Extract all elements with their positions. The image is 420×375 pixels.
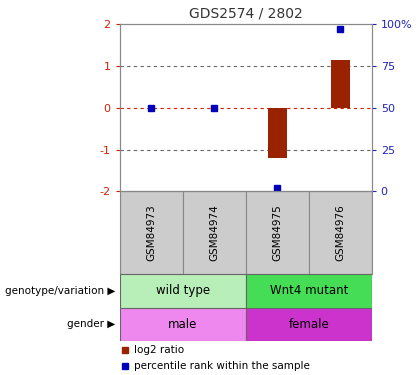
Bar [183, 191, 246, 274]
Text: genotype/variation ▶: genotype/variation ▶ [5, 286, 116, 296]
Bar [120, 308, 246, 341]
Text: GSM84974: GSM84974 [209, 204, 219, 261]
Bar [246, 191, 309, 274]
Text: log2 ratio: log2 ratio [134, 345, 184, 355]
Text: male: male [168, 318, 197, 331]
Bar [120, 274, 246, 308]
Bar [309, 191, 372, 274]
Text: GSM84975: GSM84975 [272, 204, 282, 261]
Text: gender ▶: gender ▶ [67, 320, 116, 329]
Text: GSM84973: GSM84973 [146, 204, 156, 261]
Text: GSM84976: GSM84976 [335, 204, 345, 261]
Text: Wnt4 mutant: Wnt4 mutant [270, 284, 348, 297]
Title: GDS2574 / 2802: GDS2574 / 2802 [189, 6, 302, 20]
Bar [246, 308, 372, 341]
Bar [246, 274, 372, 308]
Text: female: female [288, 318, 329, 331]
Bar [268, 108, 286, 158]
Bar [120, 191, 183, 274]
Text: percentile rank within the sample: percentile rank within the sample [134, 361, 310, 371]
Text: wild type: wild type [156, 284, 210, 297]
Bar [331, 60, 349, 108]
